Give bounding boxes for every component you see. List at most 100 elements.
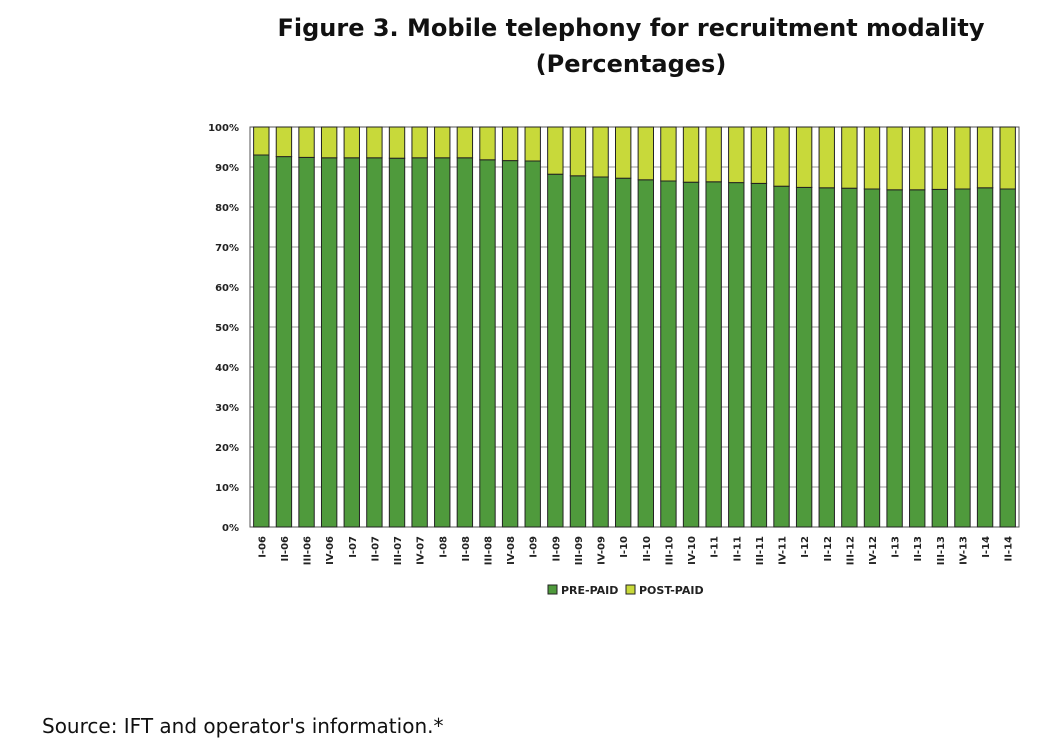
postpaid-bar: [253, 126, 270, 156]
y-tick-label: 30%: [215, 403, 239, 414]
y-tick-label: 70%: [215, 243, 239, 254]
postpaid-bar: [773, 126, 790, 187]
postpaid-bar: [411, 126, 428, 159]
postpaid-bar: [456, 126, 474, 159]
prepaid-bar: [795, 186, 813, 528]
y-tick-label: 100%: [208, 123, 239, 134]
prepaid-bar: [501, 160, 519, 528]
x-tick-label: III-12: [845, 536, 856, 565]
prepaid-bar: [931, 188, 949, 528]
legend-label-prepaid: PRE-PAID: [561, 584, 618, 597]
postpaid-bar: [615, 126, 632, 179]
x-tick-label: I-14: [981, 536, 992, 558]
prepaid-bar: [569, 175, 587, 528]
postpaid-bar: [320, 126, 338, 159]
legend-swatch-postpaid: [625, 584, 636, 595]
legend-label-postpaid: POST-PAID: [639, 584, 704, 597]
chart-title-block: Figure 3. Mobile telephony for recruitme…: [200, 10, 1058, 82]
plot-frame: [249, 126, 1020, 528]
x-tick-label: IV-08: [506, 536, 517, 565]
x-tick-label: II-06: [280, 536, 291, 562]
x-tick-label: III-06: [303, 536, 314, 565]
postpaid-bar: [682, 126, 700, 183]
postpaid-bar: [343, 126, 360, 159]
prepaid-bar: [253, 154, 270, 528]
postpaid-bar: [705, 126, 722, 183]
x-tick-label: III-09: [574, 536, 585, 565]
chart-subtitle: (Percentages): [535, 50, 727, 78]
x-tick-label: I-08: [438, 536, 449, 558]
x-tick-label: I-06: [257, 536, 268, 558]
x-tick-label: I-07: [348, 536, 359, 558]
x-tick-label: III-08: [483, 536, 494, 565]
x-tick-label: IV-12: [868, 536, 879, 565]
postpaid-bar: [275, 126, 293, 158]
postpaid-bar: [728, 126, 745, 184]
prepaid-bar: [954, 188, 971, 528]
y-tick-label: 0%: [222, 523, 239, 534]
postpaid-bar: [479, 126, 496, 161]
postpaid-bar: [366, 126, 383, 159]
x-tick-label: II-13: [913, 536, 924, 562]
postpaid-bar: [660, 126, 677, 182]
prepaid-bar: [320, 157, 338, 528]
x-tick-label: I-09: [529, 536, 540, 558]
y-tick-label: 60%: [215, 283, 239, 294]
x-tick-label: III-13: [936, 536, 947, 565]
x-tick-label: III-07: [393, 536, 404, 565]
prepaid-bar: [999, 188, 1016, 528]
x-tick-label: II-09: [551, 536, 562, 562]
x-tick-label: II-11: [732, 536, 743, 562]
prepaid-bar: [773, 185, 790, 528]
prepaid-bar: [388, 157, 406, 528]
x-tick-label: II-10: [642, 536, 653, 562]
prepaid-bar: [886, 189, 903, 528]
postpaid-bar: [524, 126, 541, 162]
postpaid-bar: [637, 126, 654, 181]
prepaid-bar: [524, 160, 541, 528]
postpaid-bar: [750, 126, 768, 184]
x-tick-label: I-12: [800, 536, 811, 558]
x-tick-label: II-14: [1004, 536, 1015, 562]
prepaid-bar: [411, 157, 428, 528]
postpaid-bar: [818, 126, 835, 189]
prepaid-bar: [728, 182, 745, 528]
prepaid-bar: [863, 188, 881, 528]
prepaid-bar: [705, 181, 722, 528]
x-tick-label: I-11: [710, 536, 721, 558]
x-tick-label: IV-11: [778, 536, 789, 565]
y-tick-label: 90%: [215, 163, 239, 174]
x-tick-label: I-13: [891, 536, 902, 558]
source-note: Source: IFT and operator's information.*: [42, 714, 444, 738]
x-tick-label: IV-06: [325, 536, 336, 565]
x-tick-label: IV-07: [416, 536, 427, 565]
prepaid-bar: [909, 189, 926, 528]
postpaid-bar: [999, 126, 1016, 190]
postpaid-bar: [592, 126, 609, 178]
y-tick-label: 40%: [215, 363, 239, 374]
prepaid-bar: [479, 159, 496, 528]
postpaid-bar: [569, 126, 587, 177]
legend-swatch-prepaid: [547, 584, 558, 595]
prepaid-bar: [818, 187, 835, 528]
x-tick-label: I-10: [619, 536, 630, 558]
prepaid-bar: [637, 179, 654, 528]
postpaid-bar: [434, 126, 451, 159]
postpaid-bar: [795, 126, 813, 188]
prepaid-bar: [660, 180, 677, 528]
prepaid-bar: [366, 157, 383, 528]
y-tick-label: 20%: [215, 443, 239, 454]
prepaid-bar: [841, 187, 858, 528]
postpaid-bar: [841, 126, 858, 189]
postpaid-bar: [909, 126, 926, 191]
prepaid-bar: [750, 182, 768, 528]
chart-title: Figure 3. Mobile telephony for recruitme…: [277, 14, 985, 42]
postpaid-bar: [976, 126, 994, 189]
x-tick-label: IV-09: [597, 536, 608, 565]
postpaid-bar: [298, 126, 315, 158]
x-tick-label: IV-10: [687, 536, 698, 565]
x-tick-label: II-07: [370, 536, 381, 562]
x-tick-label: II-08: [461, 536, 472, 562]
y-tick-label: 80%: [215, 203, 239, 214]
prepaid-bar: [976, 187, 994, 528]
